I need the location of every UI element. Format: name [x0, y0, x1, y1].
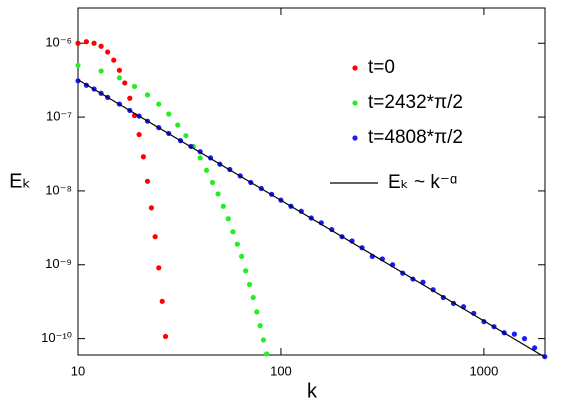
- data-point: [246, 281, 253, 288]
- data-point: [156, 101, 162, 107]
- y-tick-label: 10⁻⁸: [45, 182, 72, 197]
- y-tick-label: 10⁻¹⁰: [41, 330, 72, 345]
- data-point: [98, 43, 104, 49]
- data-point: [91, 40, 97, 46]
- legend-marker: [352, 65, 358, 71]
- data-point: [260, 337, 267, 343]
- legend-label: t=0: [368, 57, 395, 78]
- data-point: [257, 323, 263, 329]
- y-tick-label: 10⁻⁷: [46, 109, 72, 124]
- data-point: [230, 229, 236, 235]
- data-point: [140, 154, 146, 160]
- y-tick-label: 10⁻⁹: [45, 256, 72, 271]
- data-point: [75, 40, 81, 46]
- data-point: [162, 333, 169, 340]
- data-point: [144, 92, 151, 98]
- legend-marker: [352, 135, 358, 141]
- data-point: [203, 167, 210, 173]
- data-point: [156, 265, 162, 271]
- data-point: [197, 155, 203, 161]
- data-point: [116, 75, 123, 81]
- plot-frame: [77, 7, 546, 356]
- data-point: [127, 95, 133, 101]
- y-tick-label: 10⁻⁶: [45, 35, 72, 50]
- data-point: [152, 234, 158, 240]
- x-tick-label: 1000: [469, 363, 498, 378]
- data-point: [111, 57, 117, 63]
- legend-marker: [352, 100, 358, 106]
- data-point: [136, 131, 142, 138]
- data-point: [116, 67, 123, 73]
- x-tick-label: 100: [270, 363, 292, 378]
- data-point: [105, 49, 111, 55]
- data-point: [532, 345, 538, 351]
- data-point: [122, 80, 128, 86]
- data-point: [220, 203, 226, 209]
- data-point: [250, 294, 256, 301]
- data-point: [264, 351, 270, 357]
- x-axis-label: k: [307, 380, 318, 402]
- power-law-line: [77, 79, 546, 358]
- legend-label: t=4808*π/2: [368, 127, 463, 148]
- data-point: [234, 241, 240, 247]
- x-tick-label: 10: [71, 363, 85, 378]
- data-point: [83, 39, 90, 45]
- data-point: [225, 216, 231, 222]
- legend-label: t=2432*π/2: [368, 92, 463, 113]
- data-point: [159, 298, 165, 304]
- data-point: [254, 309, 260, 315]
- data-point: [215, 191, 221, 197]
- legend-label: Eₖ ~ k⁻ᵅ: [388, 172, 457, 193]
- data-point: [243, 268, 249, 274]
- data-point: [98, 68, 104, 74]
- data-point: [148, 205, 155, 211]
- data-point: [166, 111, 172, 117]
- data-point: [75, 78, 81, 84]
- data-point: [75, 62, 81, 69]
- data-point: [131, 83, 138, 90]
- data-point: [239, 253, 245, 259]
- data-point: [209, 179, 216, 186]
- data-point: [175, 122, 181, 128]
- data-point: [521, 336, 528, 342]
- y-axis-label: Eₖ: [9, 170, 31, 192]
- data-point: [183, 133, 189, 139]
- data-point: [511, 331, 517, 337]
- data-point: [144, 178, 151, 184]
